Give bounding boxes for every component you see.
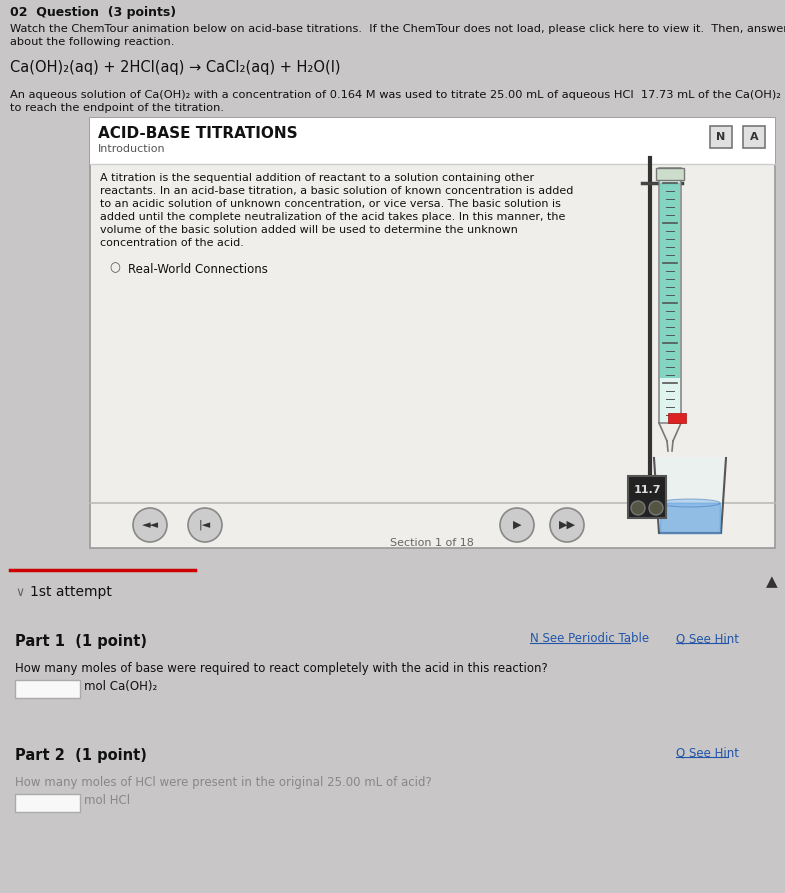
Text: mol Ca(OH)₂: mol Ca(OH)₂ <box>84 680 157 693</box>
Text: reactants. In an acid-base titration, a basic solution of known concentration is: reactants. In an acid-base titration, a … <box>100 186 573 196</box>
Text: Real-World Connections: Real-World Connections <box>128 263 268 276</box>
Circle shape <box>500 508 534 542</box>
Text: added until the complete neutralization of the acid takes place. In this manner,: added until the complete neutralization … <box>100 212 565 222</box>
Circle shape <box>133 508 167 542</box>
Bar <box>90 118 775 164</box>
Text: How many moles of HCl were present in the original 25.00 mL of acid?: How many moles of HCl were present in th… <box>15 776 432 789</box>
Bar <box>15 680 80 698</box>
Text: 1st attempt: 1st attempt <box>30 585 112 599</box>
Bar <box>90 118 775 548</box>
Text: N: N <box>717 132 725 142</box>
Text: |◄: |◄ <box>199 520 211 530</box>
Text: to reach the endpoint of the titration.: to reach the endpoint of the titration. <box>10 103 224 113</box>
Bar <box>660 183 680 378</box>
Text: Ca(OH)₂(aq) + 2HCl(aq) → CaCl₂(aq) + H₂O(l): Ca(OH)₂(aq) + 2HCl(aq) → CaCl₂(aq) + H₂O… <box>10 60 341 75</box>
Polygon shape <box>660 503 720 533</box>
Text: Q See Hint: Q See Hint <box>676 632 739 645</box>
Text: to an acidic solution of unknown concentration, or vice versa. The basic solutio: to an acidic solution of unknown concent… <box>100 199 560 209</box>
Text: Q See Hint: Q See Hint <box>676 746 739 759</box>
Polygon shape <box>654 458 726 533</box>
Text: Section 1 of 18: Section 1 of 18 <box>390 538 474 548</box>
Text: concentration of the acid.: concentration of the acid. <box>100 238 244 248</box>
Text: ▶: ▶ <box>513 520 521 530</box>
Text: An aqueous solution of Ca(OH)₂ with a concentration of 0.164 M was used to titra: An aqueous solution of Ca(OH)₂ with a co… <box>10 90 785 100</box>
Bar <box>743 126 765 148</box>
Text: ◄◄: ◄◄ <box>141 520 159 530</box>
Circle shape <box>631 501 645 515</box>
Text: about the following reaction.: about the following reaction. <box>10 37 174 47</box>
Text: ▶▶: ▶▶ <box>558 520 575 530</box>
Text: Part 1  (1 point): Part 1 (1 point) <box>15 634 147 649</box>
Text: Introduction: Introduction <box>98 144 166 154</box>
Text: volume of the basic solution added will be used to determine the unknown: volume of the basic solution added will … <box>100 225 518 235</box>
Text: A: A <box>750 132 758 142</box>
Circle shape <box>550 508 584 542</box>
Circle shape <box>188 508 222 542</box>
Text: mol HCl: mol HCl <box>84 794 130 807</box>
Text: N See Periodic Table: N See Periodic Table <box>530 632 649 645</box>
Bar <box>710 126 732 148</box>
Text: How many moles of base were required to react completely with the acid in this r: How many moles of base were required to … <box>15 662 548 675</box>
Bar <box>628 476 666 518</box>
Bar <box>668 413 686 423</box>
Text: Watch the ChemTour animation below on acid-base titrations.  If the ChemTour doe: Watch the ChemTour animation below on ac… <box>10 24 785 34</box>
Ellipse shape <box>660 499 720 507</box>
Text: 11.7: 11.7 <box>633 485 661 495</box>
Text: Part 2  (1 point): Part 2 (1 point) <box>15 748 147 763</box>
Bar <box>15 794 80 812</box>
Circle shape <box>649 501 663 515</box>
Text: ACID-BASE TITRATIONS: ACID-BASE TITRATIONS <box>98 126 298 141</box>
Text: ▲: ▲ <box>766 574 778 589</box>
Text: 02  Question  (3 points): 02 Question (3 points) <box>10 6 176 19</box>
Bar <box>656 168 684 180</box>
Bar <box>659 168 681 423</box>
Text: A titration is the sequential addition of reactant to a solution containing othe: A titration is the sequential addition o… <box>100 173 534 183</box>
Text: ∨: ∨ <box>15 586 24 598</box>
Text: ○: ○ <box>110 262 120 274</box>
